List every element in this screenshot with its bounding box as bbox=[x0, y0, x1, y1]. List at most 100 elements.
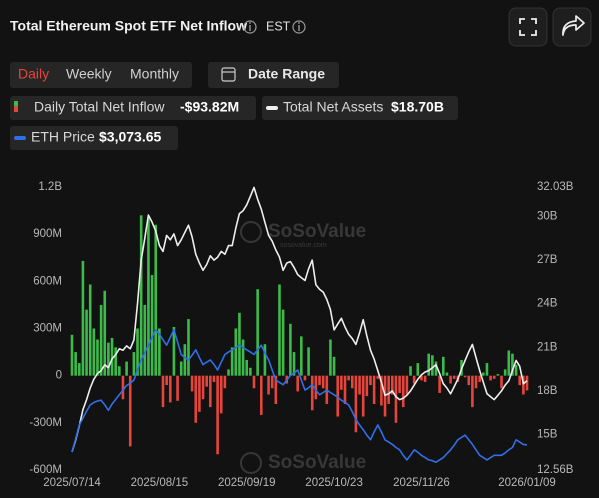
bar bbox=[103, 290, 107, 376]
y2-tick-label: 24B bbox=[537, 298, 558, 310]
bar bbox=[168, 375, 172, 403]
y-tick-label: 900M bbox=[33, 228, 62, 240]
bar bbox=[303, 375, 307, 381]
y2-tick-label: 18B bbox=[537, 385, 558, 397]
info-icon[interactable] bbox=[243, 20, 257, 34]
date-range-label[interactable]: Date Range bbox=[248, 66, 325, 82]
legend: Daily Total Net Inflow -$93.82M Total Ne… bbox=[10, 96, 458, 150]
bar bbox=[496, 374, 500, 376]
legend-label[interactable]: ETH Price bbox=[31, 129, 95, 145]
bar bbox=[238, 312, 241, 376]
bar bbox=[300, 336, 303, 376]
bar bbox=[121, 375, 125, 400]
bar bbox=[190, 375, 194, 392]
chart-title: Total Ethereum Spot ETF Net Inflow bbox=[10, 18, 247, 34]
bar bbox=[489, 375, 492, 381]
date-range-button[interactable]: Date Range bbox=[208, 62, 339, 88]
bar bbox=[161, 375, 165, 408]
bar bbox=[522, 375, 525, 395]
bar bbox=[438, 375, 441, 393]
bar bbox=[409, 366, 412, 376]
watermark-text: SoSoValue bbox=[268, 221, 366, 242]
bar bbox=[485, 363, 489, 376]
legend-box bbox=[262, 96, 458, 120]
bar bbox=[270, 375, 274, 389]
bar bbox=[310, 375, 314, 411]
legend-label[interactable]: Total Net Assets bbox=[283, 99, 383, 115]
tab[interactable]: Monthly bbox=[130, 66, 179, 82]
bar bbox=[380, 375, 383, 406]
bar bbox=[401, 375, 405, 408]
bar bbox=[431, 355, 434, 376]
bar bbox=[347, 375, 350, 381]
bar bbox=[227, 369, 230, 376]
bar bbox=[289, 323, 292, 376]
legend-label[interactable]: Daily Total Net Inflow bbox=[34, 99, 165, 115]
x-tick-label: 2025/08/15 bbox=[131, 477, 189, 489]
bar bbox=[292, 352, 296, 376]
legend-icon bbox=[266, 106, 278, 110]
bar bbox=[525, 375, 529, 391]
bar bbox=[514, 364, 518, 376]
bar bbox=[278, 284, 281, 376]
legend-value: $3,073.65 bbox=[99, 129, 161, 145]
bar bbox=[143, 304, 147, 376]
x-tick-label: 2025/11/26 bbox=[393, 477, 450, 489]
bar bbox=[205, 375, 208, 387]
bar bbox=[88, 284, 92, 376]
bar bbox=[427, 353, 431, 376]
bar bbox=[340, 375, 343, 390]
bar bbox=[118, 366, 121, 376]
bar bbox=[423, 375, 427, 382]
bar bbox=[329, 339, 332, 376]
bar bbox=[223, 375, 227, 389]
x-tick-label: 2025/10/23 bbox=[305, 477, 363, 489]
info-icon[interactable] bbox=[292, 20, 306, 34]
bar bbox=[128, 375, 132, 447]
bar bbox=[478, 375, 481, 382]
bar bbox=[263, 344, 267, 376]
bar bbox=[139, 215, 143, 376]
x-tick-label: 2026/01/09 bbox=[498, 477, 556, 489]
watermark: SoSoValue sosovalue.com SoSoValue bbox=[240, 221, 366, 474]
bar bbox=[383, 375, 387, 417]
bar bbox=[74, 352, 77, 376]
bar bbox=[165, 375, 168, 386]
bar bbox=[147, 218, 150, 376]
bar bbox=[350, 375, 354, 389]
bar bbox=[281, 309, 285, 376]
bar bbox=[482, 372, 485, 376]
fullscreen-button[interactable] bbox=[508, 7, 548, 47]
plot: 1.2B 900M 600M 300M 0 -300M -600M 32.03B 30B 27B 2… bbox=[29, 181, 573, 489]
bar bbox=[241, 339, 245, 376]
bar bbox=[154, 224, 158, 376]
watermark-text: SoSoValue bbox=[268, 452, 366, 473]
legend-icon bbox=[14, 101, 18, 106]
bar bbox=[376, 375, 380, 379]
share-button[interactable] bbox=[552, 7, 592, 47]
bar bbox=[234, 328, 238, 376]
x-tick-label: 2025/07/14 bbox=[43, 477, 101, 489]
bar bbox=[434, 361, 438, 376]
bar bbox=[471, 375, 474, 408]
y2-tick-label: 21B bbox=[537, 341, 558, 353]
y2-tick-label: 12.56B bbox=[537, 464, 574, 476]
bar bbox=[245, 359, 249, 376]
line bbox=[71, 328, 528, 463]
bar bbox=[201, 375, 205, 400]
tab[interactable]: Daily bbox=[18, 66, 49, 82]
bar bbox=[445, 372, 449, 376]
tab[interactable]: Weekly bbox=[66, 66, 112, 82]
bar bbox=[492, 375, 496, 379]
bar bbox=[136, 328, 139, 376]
bar bbox=[209, 375, 212, 408]
bar bbox=[420, 375, 423, 381]
bar bbox=[467, 375, 471, 386]
timezone[interactable]: EST bbox=[266, 19, 291, 33]
bar bbox=[267, 375, 270, 395]
bar bbox=[252, 375, 256, 389]
bar bbox=[230, 347, 234, 376]
bar bbox=[358, 375, 361, 395]
bar bbox=[314, 375, 318, 400]
